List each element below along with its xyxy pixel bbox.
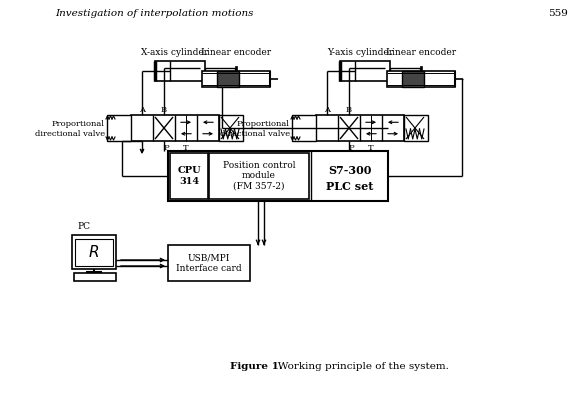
Text: USB/MPI
Interface card: USB/MPI Interface card	[176, 253, 242, 273]
Bar	[205, 68, 235, 74]
Bar	[219, 115, 243, 141]
Bar	[402, 71, 424, 87]
Text: Linear encoder: Linear encoder	[386, 48, 456, 57]
Text: T: T	[368, 144, 374, 152]
Text: $\mathcal{R}$: $\mathcal{R}$	[85, 243, 102, 261]
Text: Working principle of the system.: Working principle of the system.	[268, 362, 449, 371]
Bar	[170, 153, 208, 199]
Polygon shape	[294, 118, 310, 138]
Polygon shape	[109, 118, 125, 138]
Text: PC: PC	[77, 222, 90, 231]
Bar	[168, 151, 388, 201]
Bar	[75, 239, 113, 266]
Bar	[209, 153, 309, 199]
Text: directional valve: directional valve	[220, 130, 290, 138]
Text: P: P	[163, 144, 169, 152]
Bar	[387, 71, 455, 87]
Text: 559: 559	[548, 9, 568, 18]
Text: PLC set: PLC set	[326, 180, 373, 192]
Text: Position control
module
(FM 357-2): Position control module (FM 357-2)	[223, 161, 295, 191]
Text: S7-300: S7-300	[328, 164, 371, 176]
Bar	[340, 61, 390, 81]
Bar	[292, 115, 316, 141]
Bar	[74, 273, 116, 281]
Text: A: A	[139, 106, 145, 114]
Text: Linear encoder: Linear encoder	[201, 48, 271, 57]
Text: Investigation of interpolation motions: Investigation of interpolation motions	[55, 9, 253, 18]
Text: Proportional: Proportional	[52, 120, 105, 128]
Text: Proportional: Proportional	[237, 120, 290, 128]
Bar	[404, 115, 428, 141]
Text: P: P	[348, 144, 354, 152]
Bar	[202, 71, 270, 87]
Text: CPU
314: CPU 314	[177, 166, 201, 186]
Text: X-axis cylinder: X-axis cylinder	[141, 48, 208, 57]
Text: directional valve: directional valve	[35, 130, 105, 138]
Text: $\it{R}$: $\it{R}$	[88, 244, 100, 260]
Bar	[235, 66, 237, 76]
Bar	[168, 245, 250, 281]
Text: B: B	[346, 106, 352, 114]
Bar	[420, 66, 422, 76]
Bar	[155, 61, 205, 81]
Text: B: B	[161, 106, 167, 114]
Bar	[316, 115, 404, 141]
Text: Y-axis cylinder: Y-axis cylinder	[327, 48, 393, 57]
Bar	[131, 115, 219, 141]
Bar	[390, 68, 420, 74]
Text: A: A	[324, 106, 330, 114]
Text: Figure 1.: Figure 1.	[230, 362, 283, 371]
Text: T: T	[183, 144, 189, 152]
Bar	[72, 235, 116, 269]
Bar	[217, 71, 239, 87]
Bar	[107, 115, 131, 141]
